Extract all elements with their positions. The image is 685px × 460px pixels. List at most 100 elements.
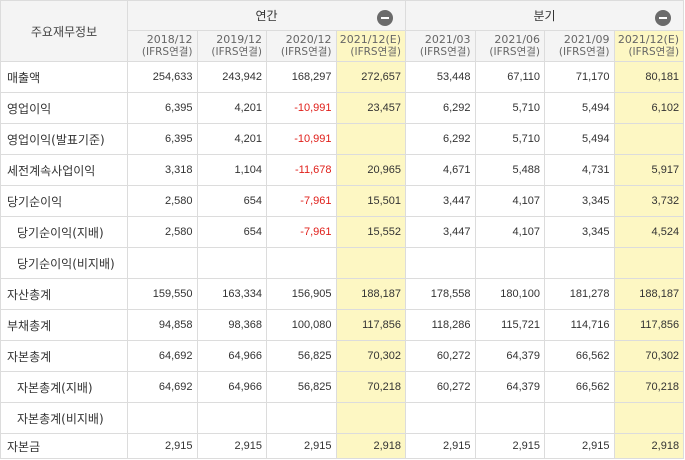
table-cell: 20,965: [335, 154, 407, 186]
column-period: 2021/09: [563, 33, 610, 46]
table-cell: 159,550: [127, 278, 198, 310]
column-header: 2021/12(E) (IFRS연결): [613, 30, 685, 62]
table-cell: [474, 402, 546, 434]
table-cell: 64,692: [127, 371, 198, 403]
table-cell: 3,447: [405, 216, 476, 248]
table-cell: 117,856: [613, 309, 685, 341]
table-cell: 5,488: [474, 154, 546, 186]
column-header: 2019/12 (IFRS연결): [196, 30, 267, 62]
table-row: 자산총계 159,550 163,334 156,905 188,187 178,558 1…: [0, 278, 685, 310]
row-label: 자산총계: [0, 278, 128, 310]
table-cell: 654: [196, 216, 267, 248]
table-row: 자본총계 64,692 64,966 56,825 70,302 60,272 64,379…: [0, 340, 685, 372]
table-cell: 117,856: [335, 309, 407, 341]
column-period: 2019/12: [216, 33, 262, 46]
table-cell: 60,272: [405, 340, 476, 372]
table-cell: 64,966: [196, 340, 267, 372]
table-cell: 2,580: [127, 185, 198, 217]
table-row: 영업이익 6,395 4,201 -10,991 23,457 6,292 5,710 5,4…: [0, 92, 685, 124]
table-cell: 188,187: [335, 278, 407, 310]
table-cell: 70,302: [335, 340, 407, 372]
column-period: 2021/12(E): [617, 33, 680, 46]
table-cell: 70,218: [613, 371, 685, 403]
table-cell: [127, 247, 198, 279]
table-cell: 64,379: [474, 340, 546, 372]
table-cell: 3,318: [127, 154, 198, 186]
row-label: 당기순이익(비지배): [0, 247, 128, 279]
column-header: 2021/09 (IFRS연결): [544, 30, 615, 62]
row-label: 부채총계: [0, 309, 128, 341]
table-cell: [196, 247, 267, 279]
table-cell: 80,181: [613, 61, 685, 93]
table-cell: -11,678: [266, 154, 337, 186]
table-row: 당기순이익(비지배): [0, 247, 685, 279]
row-label: 자본총계(지배): [0, 371, 128, 403]
table-cell: 5,710: [474, 92, 546, 124]
table-cell: 3,345: [544, 216, 615, 248]
column-period: 2020/12: [285, 33, 332, 46]
table-cell: [196, 402, 267, 434]
table-cell: 64,379: [474, 371, 546, 403]
table-cell: [335, 123, 407, 155]
annual-group-header: 연간: [126, 0, 407, 31]
table-cell: 156,905: [266, 278, 337, 310]
column-basis: (IFRS연결): [628, 46, 680, 58]
annual-collapse-icon[interactable]: [377, 10, 394, 26]
row-label: 자본총계: [0, 340, 128, 372]
table-cell: [613, 247, 685, 279]
table-cell: 64,966: [196, 371, 267, 403]
column-header: 2021/06 (IFRS연결): [474, 30, 546, 62]
table-cell: 2,915: [127, 433, 198, 459]
table-cell: 15,501: [335, 185, 407, 217]
table-cell: [266, 247, 337, 279]
column-basis: (IFRS연결): [558, 46, 610, 58]
table-cell: 67,110: [474, 61, 546, 93]
column-basis: (IFRS연결): [419, 46, 471, 58]
table-cell: 70,302: [613, 340, 685, 372]
table-cell: 4,671: [405, 154, 476, 186]
table-cell: 1,104: [196, 154, 267, 186]
table-cell: 118,286: [405, 309, 476, 341]
annual-label: 연간: [255, 9, 278, 23]
column-period: 2021/06: [494, 33, 541, 46]
column-header: 2018/12 (IFRS연결): [127, 30, 198, 62]
column-basis: (IFRS연결): [280, 46, 332, 58]
table-cell: 60,272: [405, 371, 476, 403]
column-header: 2020/12 (IFRS연결): [266, 30, 337, 62]
table-cell: 71,170: [544, 61, 615, 93]
table-cell: -10,991: [266, 92, 337, 124]
row-label: 영업이익(발표기준): [0, 123, 128, 155]
table-cell: 100,080: [266, 309, 337, 341]
table-cell: [405, 247, 476, 279]
table-cell: 2,580: [127, 216, 198, 248]
table-row: 당기순이익 2,580 654 -7,961 15,501 3,447 4,107 3,345…: [0, 185, 685, 217]
table-cell: 64,692: [127, 340, 198, 372]
table-cell: 2,915: [544, 433, 615, 459]
table-cell: 2,915: [266, 433, 337, 459]
table-cell: 70,218: [335, 371, 407, 403]
table-cell: 6,102: [613, 92, 685, 124]
row-label: 자본금: [0, 433, 128, 459]
table-cell: 94,858: [127, 309, 198, 341]
quarterly-collapse-icon[interactable]: [655, 10, 672, 26]
table-cell: 243,942: [196, 61, 267, 93]
row-label: 세전계속사업이익: [0, 154, 128, 186]
table-cell: 3,447: [405, 185, 476, 217]
table-row: 세전계속사업이익 3,318 1,104 -11,678 20,965 4,671 5,48…: [0, 154, 685, 186]
table-cell: 5,917: [613, 154, 685, 186]
table-cell: 2,915: [405, 433, 476, 459]
table-cell: [613, 402, 685, 434]
table-cell: 6,292: [405, 123, 476, 155]
row-label: 당기순이익: [0, 185, 128, 217]
table-cell: 66,562: [544, 371, 615, 403]
table-cell: 180,100: [474, 278, 546, 310]
table-cell: -7,961: [266, 216, 337, 248]
table-cell: 163,334: [196, 278, 267, 310]
table-cell: 114,716: [544, 309, 615, 341]
quarterly-group-header: 분기: [405, 0, 685, 31]
table-cell: 5,494: [544, 92, 615, 124]
column-period: 2021/03: [424, 33, 471, 46]
table-cell: 66,562: [544, 340, 615, 372]
table-row: 당기순이익(지배) 2,580 654 -7,961 15,552 3,447 4,107 3…: [0, 216, 685, 248]
